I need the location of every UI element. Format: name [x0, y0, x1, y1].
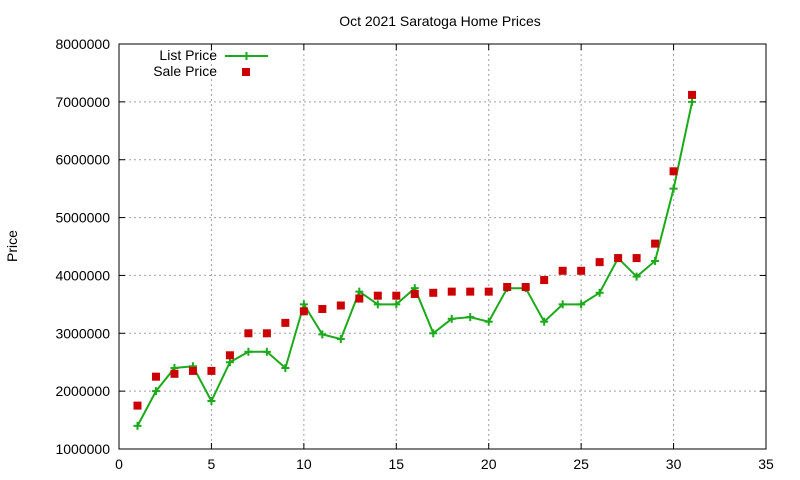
legend-swatch-sale-price — [242, 68, 250, 76]
list-price-point — [540, 317, 549, 326]
legend-label-list-price: List Price — [159, 47, 217, 63]
x-tick-label: 25 — [573, 456, 589, 472]
plot-frame — [118, 43, 767, 450]
y-tick-label: 5000000 — [55, 210, 110, 226]
sale-price-point — [410, 289, 419, 298]
list-price-point — [595, 288, 604, 297]
list-price-point — [651, 256, 660, 265]
list-price-point — [225, 358, 234, 367]
legend-marker-list-price — [242, 52, 251, 60]
sale-price-point — [595, 258, 604, 267]
x-tick-label: 15 — [388, 456, 404, 472]
list-price-point — [318, 330, 327, 339]
sale-price-point — [429, 288, 438, 297]
list-price-point — [632, 272, 641, 281]
sale-price-point — [207, 366, 216, 375]
sale-price-point — [170, 369, 179, 378]
sale-price-point — [151, 372, 160, 381]
sale-price-point — [281, 318, 290, 327]
y-axis-label: Price — [4, 230, 20, 262]
sale-price-point — [336, 301, 345, 310]
list-price-point — [688, 97, 697, 106]
list-price-point — [577, 300, 586, 309]
sale-price-point — [466, 287, 475, 296]
y-tick-label: 4000000 — [55, 267, 110, 283]
x-tick-label: 30 — [666, 456, 682, 472]
chart-title: Oct 2021 Saratoga Home Prices — [339, 13, 541, 29]
sale-price-point — [577, 266, 586, 275]
sale-price-point — [262, 329, 271, 338]
sale-price-point — [447, 287, 456, 296]
list-price-point — [281, 364, 290, 372]
legend-label-sale-price: Sale Price — [153, 63, 217, 79]
list-price-point — [244, 347, 253, 356]
x-tick-label: 20 — [481, 456, 497, 472]
sale-price-point — [188, 366, 197, 375]
x-tick-label: 5 — [208, 456, 216, 472]
x-tick-label: 35 — [758, 456, 774, 472]
y-tick-label: 3000000 — [55, 325, 110, 341]
sale-price-point — [614, 254, 623, 263]
list-price-point — [336, 335, 345, 344]
y-tick-label: 1000000 — [55, 441, 110, 457]
list-price-point — [262, 347, 271, 356]
x-tick-label: 0 — [115, 456, 123, 472]
sale-price-point — [503, 283, 512, 291]
list-price-point — [392, 300, 401, 309]
list-price-point — [133, 421, 142, 430]
sale-price-point — [318, 304, 327, 313]
y-tick-label: 8000000 — [55, 36, 110, 52]
plot-series — [133, 90, 697, 430]
sale-price-point — [355, 294, 364, 303]
list-price-point — [373, 300, 382, 309]
list-price-point — [429, 329, 438, 338]
sale-price-point — [688, 90, 697, 99]
sale-price-point — [558, 266, 567, 275]
sale-price-point — [299, 307, 308, 316]
y-tick-label: 2000000 — [55, 383, 110, 399]
list-price-point — [558, 300, 567, 309]
y-tick-label: 6000000 — [55, 152, 110, 168]
list-price-point — [151, 387, 160, 396]
sale-price-point — [540, 276, 549, 285]
x-tick-label: 10 — [296, 456, 312, 472]
legend: List Price Sale Price — [153, 47, 268, 79]
sale-price-point — [651, 239, 660, 248]
grid-lines — [119, 44, 766, 449]
list-price-point — [447, 314, 456, 323]
list-price-point — [484, 317, 493, 326]
y-tick-label: 7000000 — [55, 94, 110, 110]
sale-price-point — [392, 291, 401, 300]
sale-price-point — [244, 329, 253, 338]
sale-price-point — [521, 283, 530, 291]
list-price-line — [136, 101, 694, 427]
sale-price-point — [225, 351, 234, 360]
sale-price-point — [632, 254, 641, 263]
list-price-point — [355, 287, 364, 296]
list-price-point — [669, 184, 678, 193]
axis-ticks: 0 5 10 15 20 25 30 35 1000000 2000000 3000000 40000… — [55, 36, 774, 472]
sale-price-point — [133, 401, 142, 410]
sale-price-point — [669, 167, 678, 176]
sale-price-point — [484, 287, 493, 296]
sale-price-point — [373, 291, 382, 300]
list-price-point — [299, 300, 308, 309]
list-price-point — [466, 313, 475, 322]
list-price-point — [207, 396, 216, 405]
